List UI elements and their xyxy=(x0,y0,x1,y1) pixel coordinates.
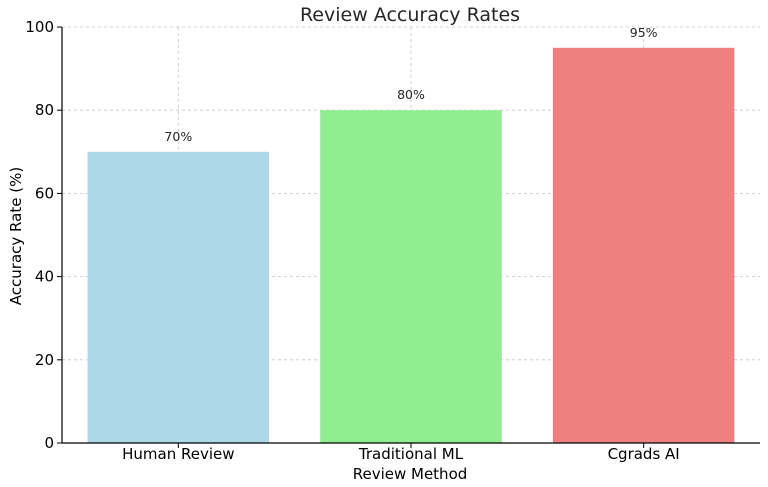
y-tick-label: 40 xyxy=(35,268,54,286)
data-labels: 70% 80% 95% xyxy=(164,25,657,144)
data-label-1: 80% xyxy=(397,87,425,102)
x-tick-label: Human Review xyxy=(122,445,234,463)
x-tick-label: Cgrads AI xyxy=(608,445,680,463)
bars xyxy=(87,47,735,444)
y-tick-label: 0 xyxy=(44,434,54,452)
chart-title: Review Accuracy Rates xyxy=(300,4,520,26)
x-tick-label: Traditional ML xyxy=(358,445,464,463)
y-tick-label: 100 xyxy=(25,18,54,36)
data-label-0: 70% xyxy=(164,129,192,144)
y-tick-label: 60 xyxy=(35,184,54,202)
x-tick-labels: Human Review Traditional ML Cgrads AI xyxy=(122,443,680,463)
y-axis-title: Accuracy Rate (%) xyxy=(7,167,25,305)
y-tick-labels: 0 20 40 60 80 100 xyxy=(25,18,62,452)
y-tick-label: 20 xyxy=(35,351,54,369)
x-axis-title: Review Method xyxy=(353,465,468,483)
y-tick-label: 80 xyxy=(35,101,54,119)
bar-0 xyxy=(87,151,270,444)
bar-1 xyxy=(320,110,502,443)
data-label-2: 95% xyxy=(630,25,658,40)
bar-2 xyxy=(552,47,735,444)
